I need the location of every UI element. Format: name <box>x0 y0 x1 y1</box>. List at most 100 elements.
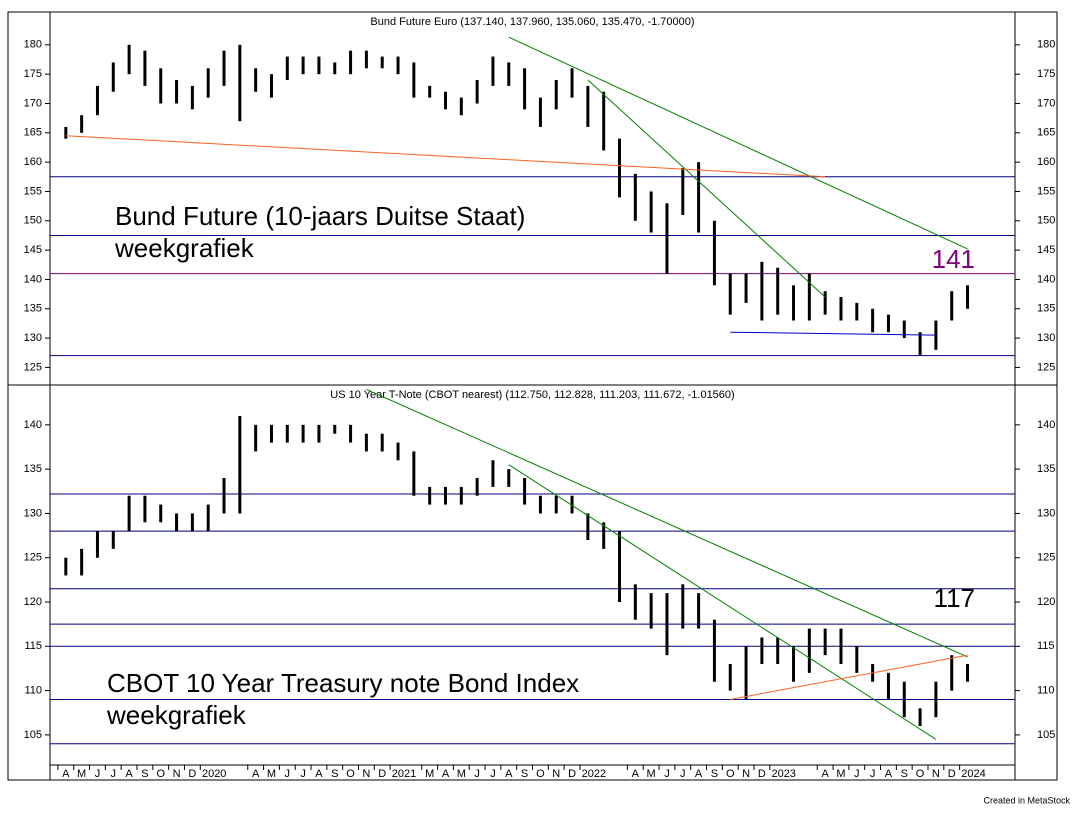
y-tick-label: 140 <box>1037 419 1055 431</box>
x-tick-label: M <box>647 768 656 780</box>
y-tick-label: 115 <box>24 640 42 652</box>
x-tick-label: J <box>95 768 101 780</box>
trend-line <box>730 331 936 336</box>
x-tick-label: 2021 <box>392 768 416 780</box>
x-tick-label: J <box>490 768 496 780</box>
x-tick-label: O <box>726 768 735 780</box>
panel-title: Bund Future Euro (137.140, 137.960, 135.… <box>370 16 694 28</box>
y-tick-label: 130 <box>1037 332 1055 344</box>
y-tick-label: 140 <box>24 273 42 285</box>
x-tick-label: N <box>362 768 370 780</box>
x-tick-label: J <box>664 768 670 780</box>
x-tick-label: 2022 <box>582 768 606 780</box>
x-tick-label: J <box>870 768 876 780</box>
frame <box>7 11 1058 781</box>
x-tick-label: J <box>285 768 291 780</box>
x-tick-label: J <box>300 768 306 780</box>
x-tick-label: N <box>742 768 750 780</box>
y-tick-label: 125 <box>24 552 42 564</box>
y-tick-label: 180 <box>24 39 42 51</box>
y-tick-label: 175 <box>1037 68 1055 80</box>
x-tick-label: 2024 <box>961 768 985 780</box>
y-tick-label: 130 <box>24 332 42 344</box>
x-tick-label: O <box>916 768 925 780</box>
x-tick-label: A <box>505 768 513 780</box>
trend-line <box>65 135 826 178</box>
annotation: weekgrafiek <box>106 700 247 730</box>
x-tick-label: S <box>141 768 148 780</box>
x-tick-label: A <box>315 768 323 780</box>
y-tick-label: 110 <box>24 685 42 697</box>
x-tick-label: O <box>346 768 355 780</box>
y-tick-label: 125 <box>1037 552 1055 564</box>
y-tick-label: 125 <box>1037 361 1055 373</box>
y-tick-label: 120 <box>24 596 42 608</box>
y-tick-label: 145 <box>1037 244 1055 256</box>
y-tick-label: 145 <box>24 244 42 256</box>
x-tick-label: M <box>267 768 276 780</box>
panel-title: US 10 Year T-Note (CBOT nearest) (112.75… <box>330 389 734 401</box>
y-tick-label: 150 <box>24 215 42 227</box>
x-tick-label: A <box>885 768 893 780</box>
x-tick-label: A <box>821 768 829 780</box>
y-tick-label: 135 <box>1037 303 1055 315</box>
x-tick-label: D <box>568 768 576 780</box>
y-tick-label: 140 <box>1037 273 1055 285</box>
x-tick-label: D <box>188 768 196 780</box>
x-tick-label: A <box>442 768 450 780</box>
annotation: Bund Future (10-jaars Duitse Staat) <box>115 201 525 231</box>
x-tick-label: O <box>156 768 165 780</box>
y-tick-label: 135 <box>24 463 42 475</box>
y-tick-label: 155 <box>24 185 42 197</box>
x-tick-label: 2023 <box>771 768 795 780</box>
x-tick-label: 2020 <box>202 768 226 780</box>
x-tick-label: D <box>758 768 766 780</box>
y-tick-label: 125 <box>24 361 42 373</box>
y-tick-label: 160 <box>1037 156 1055 168</box>
y-tick-label: 130 <box>1037 507 1055 519</box>
y-tick-label: 175 <box>24 68 42 80</box>
annotation: CBOT 10 Year Treasury note Bond Index <box>107 668 579 698</box>
y-tick-label: 160 <box>24 156 42 168</box>
y-tick-label: 130 <box>24 507 42 519</box>
x-tick-label: N <box>173 768 181 780</box>
trend-line <box>366 388 968 658</box>
x-tick-label: D <box>378 768 386 780</box>
x-tick-label: J <box>474 768 480 780</box>
x-tick-label: A <box>62 768 70 780</box>
annotation: 141 <box>932 244 975 274</box>
y-tick-label: 155 <box>1037 185 1055 197</box>
x-tick-label: M <box>836 768 845 780</box>
y-tick-label: 170 <box>24 97 42 109</box>
trend-line <box>587 79 826 298</box>
y-tick-label: 105 <box>24 729 42 741</box>
y-tick-label: 135 <box>24 303 42 315</box>
x-tick-label: S <box>901 768 908 780</box>
x-tick-label: N <box>552 768 560 780</box>
trend-line <box>730 654 968 700</box>
x-tick-label: N <box>932 768 940 780</box>
y-tick-label: 135 <box>1037 463 1055 475</box>
y-tick-label: 120 <box>1037 596 1055 608</box>
y-tick-label: 140 <box>24 419 42 431</box>
annotation: 117 <box>934 583 975 613</box>
trend-line <box>508 36 968 250</box>
footer: Created in MetaStock <box>983 795 1070 805</box>
y-tick-label: 105 <box>1037 729 1055 741</box>
x-tick-label: M <box>457 768 466 780</box>
y-tick-label: 115 <box>1037 640 1055 652</box>
y-tick-label: 170 <box>1037 97 1055 109</box>
x-tick-label: A <box>695 768 703 780</box>
x-tick-label: A <box>125 768 133 780</box>
x-tick-label: J <box>680 768 686 780</box>
x-tick-label: J <box>111 768 117 780</box>
x-tick-label: S <box>331 768 338 780</box>
x-tick-label: M <box>77 768 86 780</box>
y-tick-label: 165 <box>1037 127 1055 139</box>
x-tick-label: A <box>252 768 260 780</box>
x-tick-label: A <box>632 768 640 780</box>
trend-line <box>508 464 937 740</box>
y-tick-label: 110 <box>1037 685 1055 697</box>
y-tick-label: 180 <box>1037 39 1055 51</box>
